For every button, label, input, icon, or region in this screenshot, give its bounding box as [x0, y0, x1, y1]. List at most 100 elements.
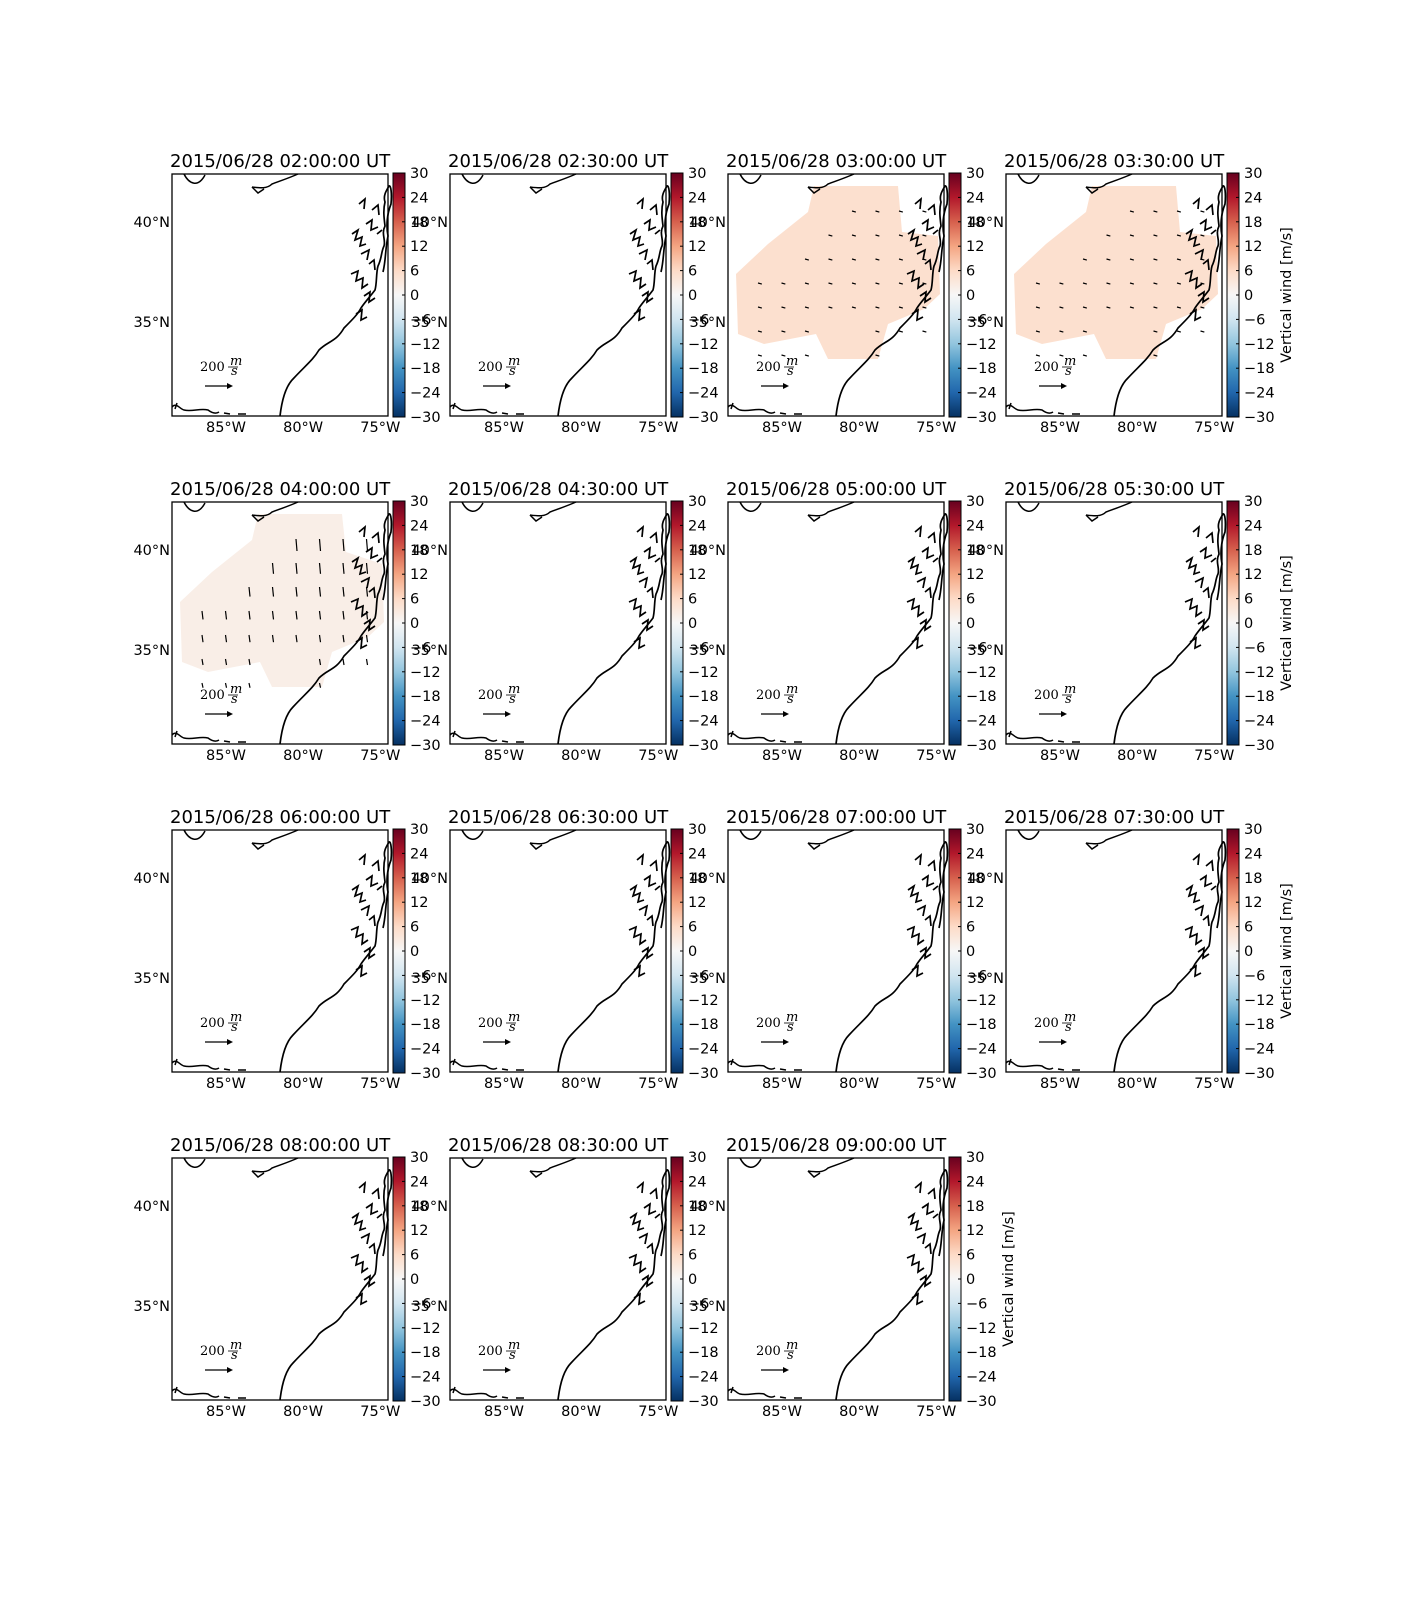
map-area	[172, 174, 388, 416]
wind-arrow	[1059, 330, 1064, 333]
quiver-key-unit-num: m	[508, 354, 520, 369]
x-tick-label: 80°W	[283, 1076, 323, 1092]
colorbar-tick-label: 18	[410, 543, 428, 559]
x-tick-label: 80°W	[561, 420, 601, 436]
colorbar-tick-label: 30	[1244, 494, 1262, 510]
quiver-key-value: 200	[200, 688, 225, 703]
map-panel: 2015/06/28 06:00:00 UT 85°W 80°W 75°W 40°N 35…	[133, 807, 440, 1092]
colorbar-tick-label: −24	[410, 1042, 441, 1058]
map-frame	[1005, 829, 1223, 1073]
wind-arrow	[342, 634, 345, 643]
x-tick-label: 75°W	[360, 1076, 400, 1092]
quiver-key-unit-den: s	[1065, 364, 1072, 379]
colorbar-tick-label: −30	[966, 738, 997, 754]
colorbar-tick-label: −24	[1244, 714, 1275, 730]
colorbar-tick-label: −12	[966, 665, 997, 681]
colorbar-tick-label: −6	[688, 1296, 709, 1312]
colorbar-tick-label: −18	[410, 361, 441, 377]
map-frame	[171, 501, 389, 745]
x-tick-label: 85°W	[484, 1076, 524, 1092]
x-tick-label: 75°W	[638, 420, 678, 436]
y-tick-label: 40°N	[967, 543, 1004, 559]
quiver-key: 200 ms	[756, 682, 798, 717]
quiver-key: 200 ms	[1034, 354, 1076, 389]
quiver-key-unit-den: s	[509, 692, 516, 707]
colorbar-tick-label: 0	[1244, 616, 1253, 632]
colorbar-tick-label: −18	[410, 1017, 441, 1033]
colorbar-tick-label: 24	[1244, 190, 1262, 206]
wind-arrow	[224, 610, 228, 620]
colorbar-tick-label: −6	[410, 640, 431, 656]
quiver-key: 200 ms	[478, 354, 520, 389]
quiver-key-unit-num: m	[230, 354, 242, 369]
wind-arrow	[1153, 234, 1158, 237]
quiver-key-unit-den: s	[1065, 1020, 1072, 1035]
y-tick-label: 35°N	[967, 971, 1004, 987]
map-frame	[1005, 501, 1223, 745]
y-tick-label: 40°N	[689, 215, 726, 231]
map-area	[450, 1158, 666, 1400]
colorbar-tick-label: 18	[688, 215, 706, 231]
panel-title: 2015/06/28 08:30:00 UT	[448, 1135, 669, 1156]
wind-arrow	[1035, 330, 1041, 333]
map-frame	[171, 829, 389, 1073]
map-panel: 2015/06/28 03:00:00 UT 85°W 80°W 75°W 40°N 35…	[689, 151, 996, 436]
colorbar-tick-label: −18	[410, 1345, 441, 1361]
wind-arrow	[1082, 258, 1088, 261]
colorbar-tick-label: 18	[410, 871, 428, 887]
colorbar-tick-label: 0	[966, 288, 975, 304]
colorbar-tick-label: 0	[410, 1272, 419, 1288]
colorbar: 30 24 18 12 6 0 −6 −12 −18 −24 −30	[670, 494, 719, 754]
colorbar-tick-label: 0	[410, 616, 419, 632]
x-tick-label: 80°W	[561, 1404, 601, 1420]
colorbar-tick-label: 18	[688, 543, 706, 559]
wind-arrow	[201, 658, 204, 666]
y-tick-label: 35°N	[133, 643, 170, 659]
wind-arrow	[1082, 354, 1088, 357]
colorbar-tick-label: 18	[1244, 543, 1262, 559]
wind-arrow	[1153, 354, 1158, 357]
colorbar-tick-label: −18	[410, 689, 441, 705]
quiver-key-unit-num: m	[230, 682, 242, 697]
wind-arrow	[898, 306, 904, 309]
x-tick-label: 75°W	[360, 420, 400, 436]
colorbar-tick-label: 30	[1244, 166, 1262, 182]
colorbar-tick-label: −6	[410, 968, 431, 984]
colorbar-tick-label: −6	[688, 312, 709, 328]
colorbar-tick-label: −30	[966, 1394, 997, 1410]
colorbar-tick-label: −30	[1244, 410, 1275, 426]
colorbar-tick-label: −24	[688, 1370, 719, 1386]
wind-arrow	[898, 330, 904, 333]
colorbar-tick-label: 24	[688, 846, 706, 862]
quiver-key: 200 ms	[478, 682, 520, 717]
y-tick-label: 35°N	[689, 1299, 726, 1315]
wind-arrow	[1200, 234, 1205, 237]
x-tick-label: 85°W	[206, 420, 246, 436]
wind-arrow	[1153, 306, 1158, 309]
map-area	[172, 830, 388, 1072]
quiver-key-value: 200	[478, 1344, 503, 1359]
quiver-key: 200 ms	[756, 1010, 798, 1045]
wind-arrow	[342, 562, 345, 574]
wind-arrow	[248, 658, 251, 666]
quiver-key: 200 ms	[200, 1010, 242, 1045]
wind-arrow	[1200, 282, 1205, 285]
wind-arrow	[295, 610, 298, 620]
wind-arrow	[318, 610, 322, 620]
map-frame	[171, 1157, 389, 1401]
panel-title: 2015/06/28 04:30:00 UT	[448, 479, 669, 500]
colorbar-tick-label: −6	[1244, 640, 1265, 656]
colorbar-tick-label: 30	[966, 494, 984, 510]
map-panel: 2015/06/28 04:30:00 UT 85°W 80°W 75°W 40°N 35…	[411, 479, 718, 764]
y-tick-label: 40°N	[411, 543, 448, 559]
wind-arrow	[804, 258, 810, 261]
map-panel: 2015/06/28 02:00:00 UT 85°W 80°W 75°W 40°N 35…	[133, 151, 440, 436]
colorbar-tick-label: −12	[1244, 665, 1275, 681]
wind-arrow	[1059, 282, 1064, 285]
wind-arrow	[1176, 282, 1182, 285]
y-tick-label: 35°N	[411, 643, 448, 659]
colorbar-tick-label: −30	[688, 738, 719, 754]
colorbar-tick-label: −24	[688, 386, 719, 402]
colorbar-tick-label: 12	[966, 239, 984, 255]
panel-title: 2015/06/28 08:00:00 UT	[170, 1135, 391, 1156]
